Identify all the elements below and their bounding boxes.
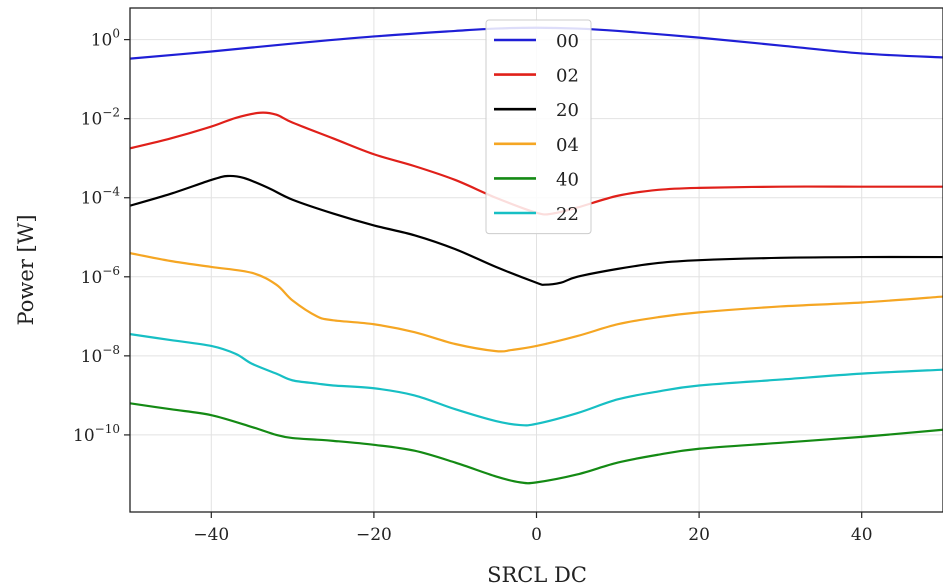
legend-label-20: 20: [556, 100, 579, 121]
series-line-20: [130, 174, 943, 286]
y-tick-label: 10−6: [81, 264, 120, 288]
y-axis-ticks: 100 10−2 10−4 10−6 10−8 10−10: [73, 27, 130, 446]
x-tick-label: 0: [531, 525, 542, 545]
y-tick-label: 10−10: [73, 422, 120, 446]
legend-label-04: 04: [556, 135, 579, 156]
series-lines: [130, 26, 943, 485]
series-line-04: [130, 252, 943, 353]
x-axis-ticks: −40 −20 0 20 40: [193, 512, 873, 545]
legend-label-02: 02: [556, 66, 579, 87]
legend-label-00: 00: [556, 31, 579, 52]
y-tick-label: 10−2: [81, 106, 120, 130]
x-tick-label: 40: [851, 525, 873, 545]
x-axis-label: SRCL DC: [487, 563, 587, 586]
y-axis-label: Power [W]: [14, 214, 38, 325]
x-tick-label: 20: [688, 525, 710, 545]
series-line-22: [130, 333, 943, 427]
legend-box: [485, 19, 592, 235]
legend-label-40: 40: [556, 169, 579, 190]
x-tick-label: −40: [193, 525, 229, 545]
x-tick-label: −20: [356, 525, 392, 545]
y-tick-label: 10−8: [81, 343, 120, 367]
y-tick-label: 10−4: [81, 185, 121, 209]
y-tick-label: 100: [91, 27, 120, 51]
legend: 00 02 20 04 40 22: [485, 19, 592, 235]
series-line-40: [130, 402, 943, 485]
series-line-02: [130, 111, 943, 216]
legend-label-22: 22: [556, 204, 579, 225]
